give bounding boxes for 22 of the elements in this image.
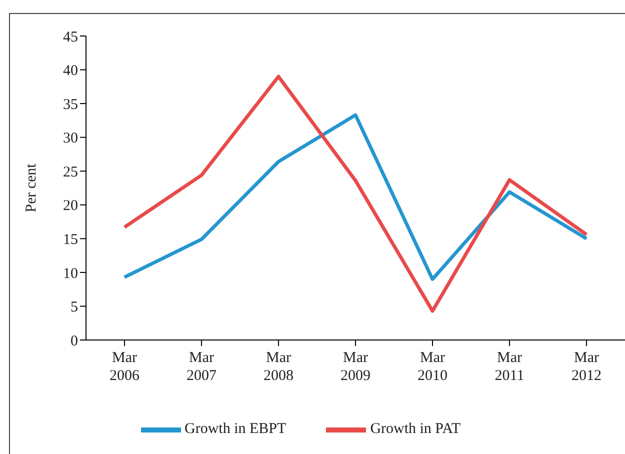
x-tick-label: Mar 2011 xyxy=(494,350,524,384)
y-tick-label: 15 xyxy=(63,232,78,248)
y-tick-label: 25 xyxy=(63,164,78,180)
x-tick-label: Mar 2007 xyxy=(186,350,217,384)
x-tick-label: Mar 2012 xyxy=(572,350,602,384)
y-tick-label: 35 xyxy=(63,96,78,113)
y-tick-label: 30 xyxy=(63,130,78,147)
x-tick-label: Mar 2006 xyxy=(110,350,140,384)
y-tick-label: 45 xyxy=(63,29,78,46)
legend-label: Growth in EBPT xyxy=(184,421,286,438)
y-tick-label: 40 xyxy=(63,63,78,80)
line-series xyxy=(122,74,588,313)
y-tick-label: 5 xyxy=(70,300,78,316)
y-axis-title: Per cent xyxy=(23,162,40,212)
x-tick-label: Mar 2010 xyxy=(418,350,448,384)
legend-label: Growth in PAT xyxy=(370,421,460,438)
x-tick-label: Mar 2008 xyxy=(264,350,294,384)
line-series xyxy=(122,113,588,281)
y-tick-label: 20 xyxy=(63,198,78,214)
x-tick-label: Mar 2009 xyxy=(340,350,370,384)
y-tick-label: 0 xyxy=(70,333,78,350)
y-tick-label: 10 xyxy=(63,266,78,282)
